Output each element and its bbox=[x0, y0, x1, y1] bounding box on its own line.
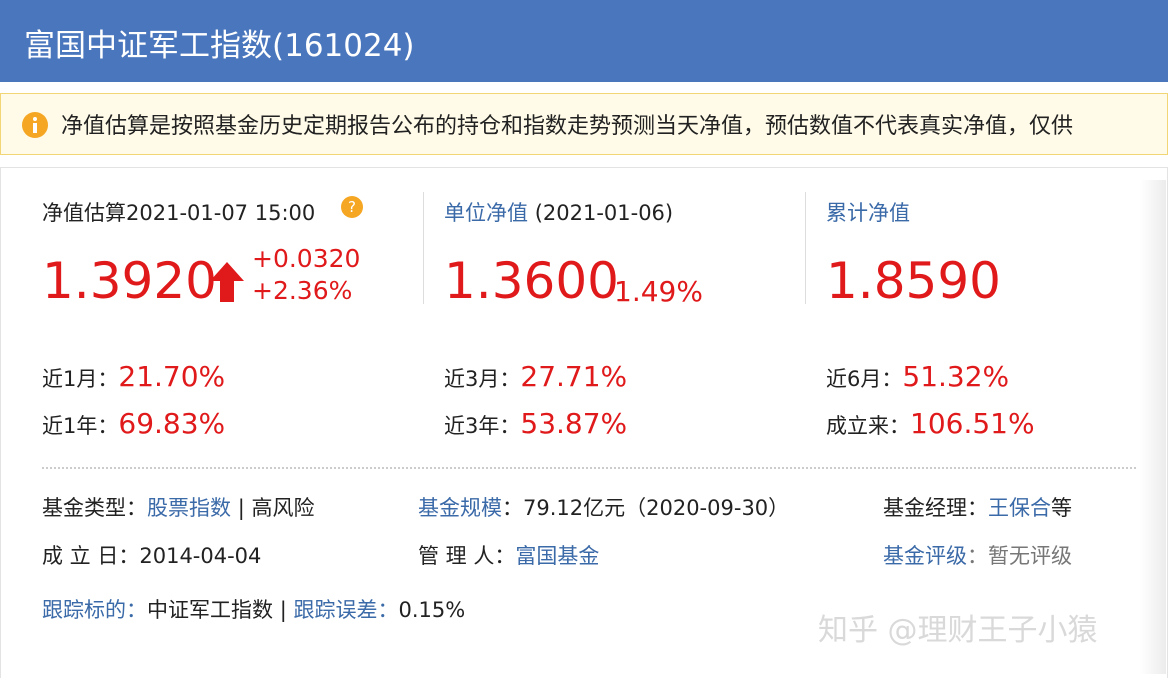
return-item: 近3年：53.87% bbox=[444, 407, 627, 440]
return-value: 53.87% bbox=[520, 407, 628, 440]
error-value: 0.15% bbox=[398, 598, 466, 622]
unit-nav-value: 1.3600 bbox=[444, 252, 619, 310]
return-item: 近6月：51.32% bbox=[826, 360, 1009, 393]
error-label: 跟踪误差： bbox=[293, 598, 399, 622]
return-item: 近1月：21.70% bbox=[42, 360, 225, 393]
header bbox=[0, 0, 1168, 82]
manager: 基金经理：王保合等 bbox=[883, 492, 1072, 522]
label: 管 理 人： bbox=[418, 544, 516, 568]
value: 2014-04-04 bbox=[139, 544, 262, 568]
fund-size: 基金规模：79.12亿元（2020-09-30） bbox=[418, 492, 789, 522]
notice-bar: 净值估算是按照基金历史定期报告公布的持仓和指数走势预测当天净值，预估数值不代表真… bbox=[0, 93, 1168, 155]
return-item: 近1年：69.83% bbox=[42, 407, 225, 440]
tracking: 跟踪标的：中证军工指数 | 跟踪误差：0.15% bbox=[42, 594, 465, 624]
estimate-time: 2021-01-07 15:00 bbox=[126, 201, 316, 225]
separator: | bbox=[279, 598, 287, 622]
value: 中证军工指数 bbox=[147, 598, 273, 622]
label: 基金类型： bbox=[42, 496, 147, 520]
return-value: 51.32% bbox=[902, 360, 1010, 393]
rating: 基金评级：暂无评级 bbox=[883, 540, 1072, 570]
return-value: 27.71% bbox=[520, 360, 628, 393]
fund-type: 基金类型：股票指数 | 高风险 bbox=[42, 492, 314, 522]
custodian: 管 理 人：富国基金 bbox=[418, 540, 599, 570]
estimate-block: 净值估算2021-01-07 15:00 bbox=[42, 197, 315, 227]
scroll-shadow bbox=[1140, 180, 1166, 674]
return-label: 近6月： bbox=[826, 367, 903, 391]
separator bbox=[42, 467, 1136, 469]
unit-nav-heading: 单位净值 (2021-01-06) bbox=[444, 197, 673, 227]
estimate-change: +0.0320 bbox=[252, 244, 361, 273]
divider bbox=[423, 192, 424, 304]
estimate-change-pct: +2.36% bbox=[252, 276, 353, 305]
custodian-link[interactable]: 富国基金 bbox=[515, 544, 600, 568]
return-label: 近1年： bbox=[42, 414, 119, 438]
return-label: 近1月： bbox=[42, 367, 119, 391]
cumulative-nav-value: 1.8590 bbox=[826, 252, 1001, 310]
return-item: 近3月：27.71% bbox=[444, 360, 627, 393]
divider bbox=[805, 192, 806, 304]
return-item: 成立来：106.51% bbox=[826, 407, 1035, 440]
return-value: 21.70% bbox=[118, 360, 226, 393]
label: 成 立 日： bbox=[42, 544, 140, 568]
estimate-label: 净值估算 bbox=[42, 201, 126, 225]
return-label: 近3月： bbox=[444, 367, 521, 391]
return-label: 近3年： bbox=[444, 414, 521, 438]
up-arrow bbox=[210, 262, 244, 302]
unit-nav-date: (2021-01-06) bbox=[534, 201, 674, 225]
manager-link[interactable]: 王保合 bbox=[988, 496, 1051, 520]
page-title: 富国中证军工指数(161024) bbox=[24, 28, 415, 64]
risk: 高风险 bbox=[251, 496, 315, 520]
suffix: 等 bbox=[1051, 496, 1072, 520]
unit-nav-label: 单位净值 bbox=[444, 201, 528, 225]
label: 跟踪标的： bbox=[42, 598, 147, 622]
value: ：暂无评级 bbox=[967, 544, 1072, 568]
inception: 成 立 日：2014-04-04 bbox=[42, 540, 261, 570]
notice-text: 净值估算是按照基金历史定期报告公布的持仓和指数走势预测当天净值，预估数值不代表真… bbox=[61, 114, 1074, 139]
return-label: 成立来： bbox=[826, 414, 910, 438]
label[interactable]: 基金规模 bbox=[418, 496, 502, 520]
fund-type-link[interactable]: 股票指数 bbox=[147, 496, 231, 520]
label: 基金经理： bbox=[883, 496, 988, 520]
label[interactable]: 基金评级 bbox=[883, 544, 967, 568]
cumulative-nav-label: 累计净值 bbox=[826, 201, 910, 225]
separator: | bbox=[237, 496, 245, 520]
unit-nav-change: 1.49% bbox=[614, 275, 703, 308]
return-value: 69.83% bbox=[118, 407, 226, 440]
return-value: 106.51% bbox=[910, 407, 1035, 440]
help-icon[interactable]: ? bbox=[340, 195, 364, 219]
value: ：79.12亿元（2020-09-30） bbox=[502, 496, 790, 520]
estimate-value: 1.3920 bbox=[42, 252, 217, 310]
info-icon bbox=[22, 112, 48, 138]
svg-text:?: ? bbox=[348, 198, 356, 216]
watermark: 知乎 @理财王子小猿 bbox=[818, 613, 1098, 648]
